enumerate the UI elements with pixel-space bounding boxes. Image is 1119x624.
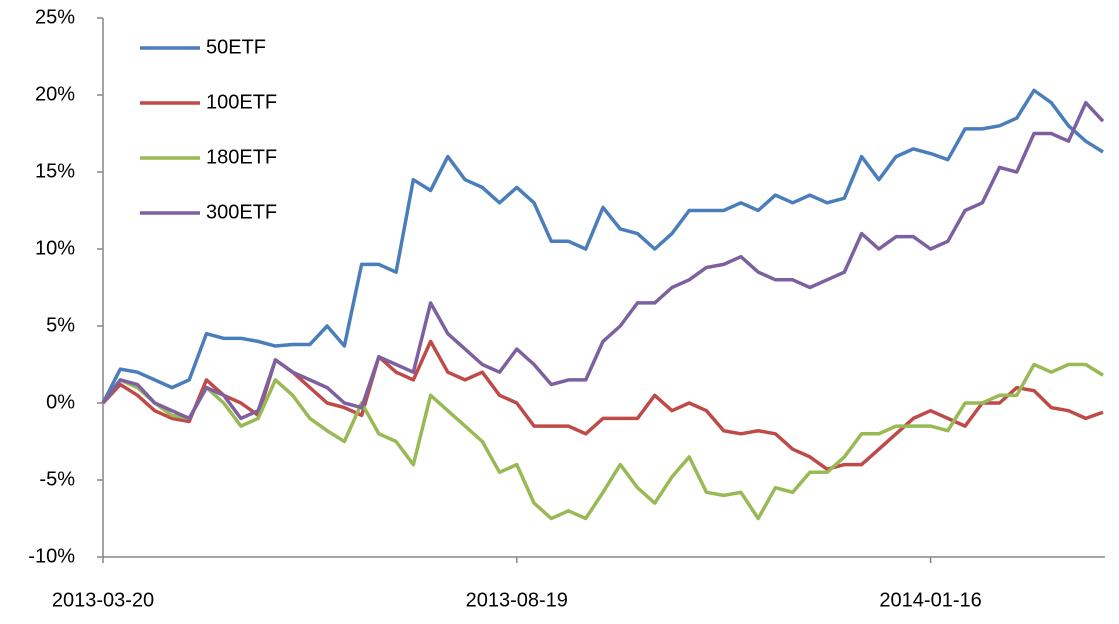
y-tick-label: 10% xyxy=(35,237,75,259)
y-tick-label: 5% xyxy=(46,314,75,336)
legend-label: 100ETF xyxy=(206,91,277,113)
y-tick-label: -10% xyxy=(28,545,75,567)
y-tick-label: 0% xyxy=(46,391,75,413)
y-tick-label: 20% xyxy=(35,83,75,105)
legend-label: 180ETF xyxy=(206,146,277,168)
legend-label: 300ETF xyxy=(206,201,277,223)
series-line xyxy=(101,100,1105,421)
legend-label: 50ETF xyxy=(206,36,266,58)
x-tick-label: 2014-01-16 xyxy=(879,589,981,611)
y-tick-label: 25% xyxy=(35,6,75,28)
y-tick-label: -5% xyxy=(39,468,75,490)
series-line xyxy=(101,339,1104,471)
y-tick-label: 15% xyxy=(35,160,75,182)
series-line xyxy=(101,362,1104,521)
series-line xyxy=(101,88,1104,404)
x-tick-label: 2013-08-19 xyxy=(466,589,568,611)
x-tick-label: 2013-03-20 xyxy=(52,589,154,611)
